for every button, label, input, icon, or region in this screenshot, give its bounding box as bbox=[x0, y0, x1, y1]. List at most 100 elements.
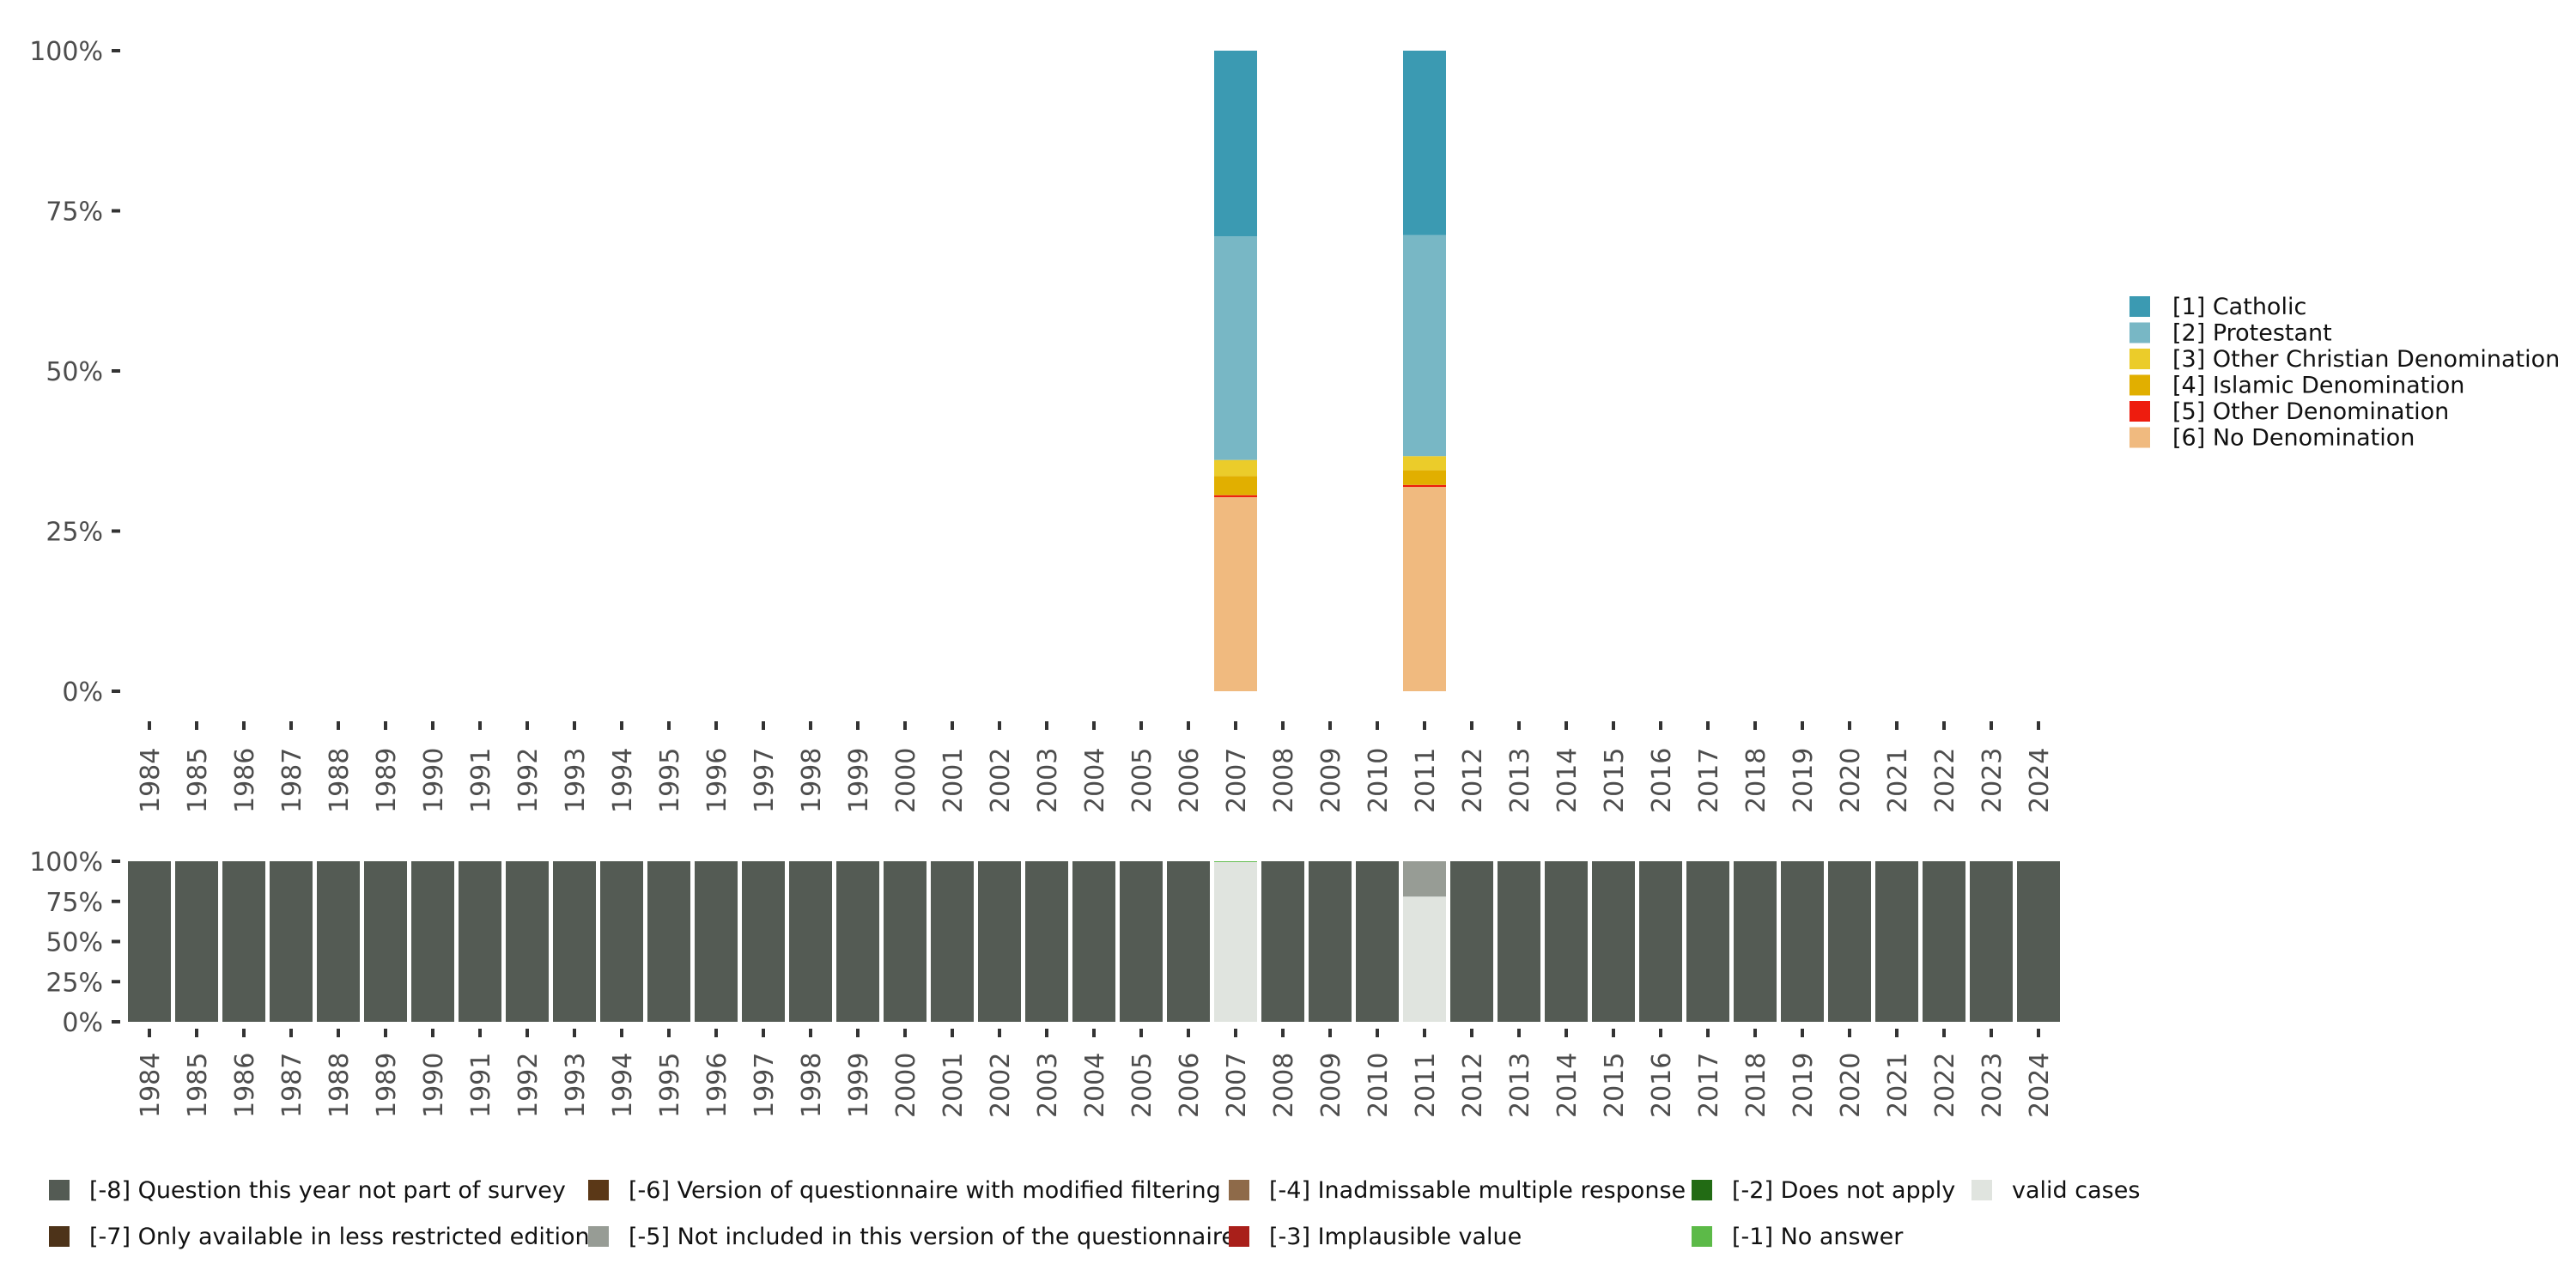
x-tick-label: 1984 bbox=[136, 1053, 166, 1118]
x-tick-label: 1987 bbox=[277, 748, 307, 813]
x-tick-label: 2024 bbox=[2025, 1053, 2055, 1118]
missing-bar-segment-2006-0 bbox=[1167, 861, 1210, 1022]
x-tick-label: 2008 bbox=[1269, 748, 1299, 813]
missing-bar-segment-1998-0 bbox=[789, 861, 832, 1022]
legend-label: [2] Protestant bbox=[2172, 320, 2332, 347]
x-tick-label: 2010 bbox=[1364, 1053, 1394, 1118]
x-tick-label: 1991 bbox=[466, 1053, 496, 1118]
missing-bar-segment-1984-0 bbox=[128, 861, 171, 1022]
x-tick-label: 2023 bbox=[1978, 1053, 2008, 1118]
x-tick-label: 2000 bbox=[891, 1053, 921, 1118]
bar-segment-2007-3 bbox=[1214, 459, 1257, 477]
legend-swatch bbox=[1692, 1226, 1712, 1247]
x-tick-label: 2009 bbox=[1316, 748, 1346, 813]
x-tick-label: 1991 bbox=[466, 748, 496, 813]
x-tick-label: 2017 bbox=[1694, 748, 1724, 813]
legend-label: [-4] Inadmissable multiple response bbox=[1269, 1177, 1686, 1204]
legend-label: [-7] Only available in less restricted e… bbox=[89, 1224, 590, 1250]
missing-bar-segment-2005-0 bbox=[1120, 861, 1163, 1022]
x-tick-label: 2004 bbox=[1080, 1053, 1110, 1118]
legend-swatch bbox=[1692, 1180, 1712, 1200]
x-tick-label: 2017 bbox=[1694, 1053, 1724, 1118]
bar-segment-2011-5 bbox=[1403, 51, 1446, 235]
x-tick-label: 1986 bbox=[230, 748, 260, 813]
x-tick-label: 2022 bbox=[1930, 748, 1960, 813]
x-tick-label: 2023 bbox=[1978, 748, 2008, 813]
x-tick-label: 2011 bbox=[1411, 1053, 1441, 1118]
x-tick-label: 2019 bbox=[1789, 1053, 1819, 1118]
legend-swatch bbox=[1229, 1180, 1249, 1200]
missing-bar-segment-2013-0 bbox=[1498, 861, 1540, 1022]
x-tick-label: 1985 bbox=[183, 1053, 213, 1118]
bar-segment-2007-5 bbox=[1214, 51, 1257, 237]
x-tick-label: 2012 bbox=[1458, 748, 1488, 813]
x-tick-label: 2013 bbox=[1505, 1053, 1535, 1118]
missing-bar-segment-1988-0 bbox=[317, 861, 360, 1022]
missing-bar-segment-2022-0 bbox=[1923, 861, 1965, 1022]
x-tick-label: 2018 bbox=[1741, 748, 1771, 813]
x-tick-label: 2006 bbox=[1175, 748, 1205, 813]
x-tick-label: 1995 bbox=[655, 748, 685, 813]
x-tick-label: 1992 bbox=[513, 1053, 544, 1118]
x-tick-label: 1993 bbox=[561, 748, 591, 813]
x-tick-label: 2001 bbox=[939, 748, 969, 813]
missing-bar-segment-2009-0 bbox=[1309, 861, 1352, 1022]
y-tick-label: 25% bbox=[46, 968, 103, 998]
missing-bar-segment-2004-0 bbox=[1072, 861, 1115, 1022]
x-tick-label: 1996 bbox=[702, 748, 732, 813]
missing-bar-segment-1986-0 bbox=[222, 861, 265, 1022]
x-tick-label: 2018 bbox=[1741, 1053, 1771, 1118]
missing-bar-segment-2016-0 bbox=[1639, 861, 1682, 1022]
x-tick-label: 2006 bbox=[1175, 1053, 1205, 1118]
bar-segment-2007-4 bbox=[1214, 236, 1257, 460]
missing-bar-segment-1985-0 bbox=[175, 861, 218, 1022]
legend-label: [-5] Not included in this version of the… bbox=[629, 1224, 1236, 1250]
missing-bar-segment-1990-0 bbox=[411, 861, 454, 1022]
x-tick-label: 2015 bbox=[1600, 1053, 1630, 1118]
x-tick-label: 2001 bbox=[939, 1053, 969, 1118]
x-tick-label: 2020 bbox=[1836, 748, 1866, 813]
missing-bar-segment-2011-1 bbox=[1403, 861, 1446, 897]
x-tick-label: 2014 bbox=[1552, 1053, 1583, 1118]
x-tick-label: 1994 bbox=[608, 748, 638, 813]
x-tick-label: 2007 bbox=[1222, 1053, 1252, 1118]
bar-segment-2011-0 bbox=[1403, 487, 1446, 691]
y-tick-label: 0% bbox=[62, 677, 103, 708]
missing-bar-segment-2024-0 bbox=[2017, 861, 2060, 1022]
x-tick-label: 1987 bbox=[277, 1053, 307, 1118]
missing-bar-segment-2023-0 bbox=[1970, 861, 2013, 1022]
x-tick-label: 1989 bbox=[372, 748, 402, 813]
missing-bar-segment-2021-0 bbox=[1875, 861, 1918, 1022]
x-tick-label: 1997 bbox=[750, 748, 780, 813]
x-tick-label: 2005 bbox=[1127, 748, 1157, 813]
missing-bar-segment-2001-0 bbox=[931, 861, 974, 1022]
missing-bar-segment-2002-0 bbox=[978, 861, 1021, 1022]
missing-bar-segment-1999-0 bbox=[836, 861, 879, 1022]
missing-bar-segment-1987-0 bbox=[270, 861, 313, 1022]
x-tick-label: 1995 bbox=[655, 1053, 685, 1118]
bar-segment-2011-3 bbox=[1403, 456, 1446, 471]
x-tick-label: 2004 bbox=[1080, 748, 1110, 813]
x-tick-label: 2014 bbox=[1552, 748, 1583, 813]
legend-label: [4] Islamic Denomination bbox=[2172, 373, 2464, 399]
missing-bar-segment-1993-0 bbox=[553, 861, 596, 1022]
y-tick-label: 25% bbox=[46, 518, 103, 548]
legend-label: [-1] No answer bbox=[1732, 1224, 1904, 1250]
legend-swatch bbox=[588, 1226, 609, 1247]
legend-label: [5] Other Denomination bbox=[2172, 398, 2449, 425]
missing-bar-segment-1991-0 bbox=[459, 861, 501, 1022]
x-tick-label: 1986 bbox=[230, 1053, 260, 1118]
legend-label: [-2] Does not apply bbox=[1732, 1177, 1955, 1204]
bar-segment-2011-2 bbox=[1403, 470, 1446, 485]
y-tick-label: 50% bbox=[46, 357, 103, 387]
missing-bar-segment-1996-0 bbox=[695, 861, 738, 1022]
x-tick-label: 1998 bbox=[797, 1053, 827, 1118]
legend-swatch bbox=[49, 1226, 70, 1247]
x-tick-label: 1990 bbox=[419, 748, 449, 813]
x-tick-label: 2020 bbox=[1836, 1053, 1866, 1118]
x-tick-label: 2008 bbox=[1269, 1053, 1299, 1118]
bar-segment-2007-1 bbox=[1214, 495, 1257, 497]
x-tick-label: 2002 bbox=[986, 1053, 1016, 1118]
bar-segment-2011-1 bbox=[1403, 484, 1446, 488]
legend-swatch bbox=[2129, 374, 2150, 396]
